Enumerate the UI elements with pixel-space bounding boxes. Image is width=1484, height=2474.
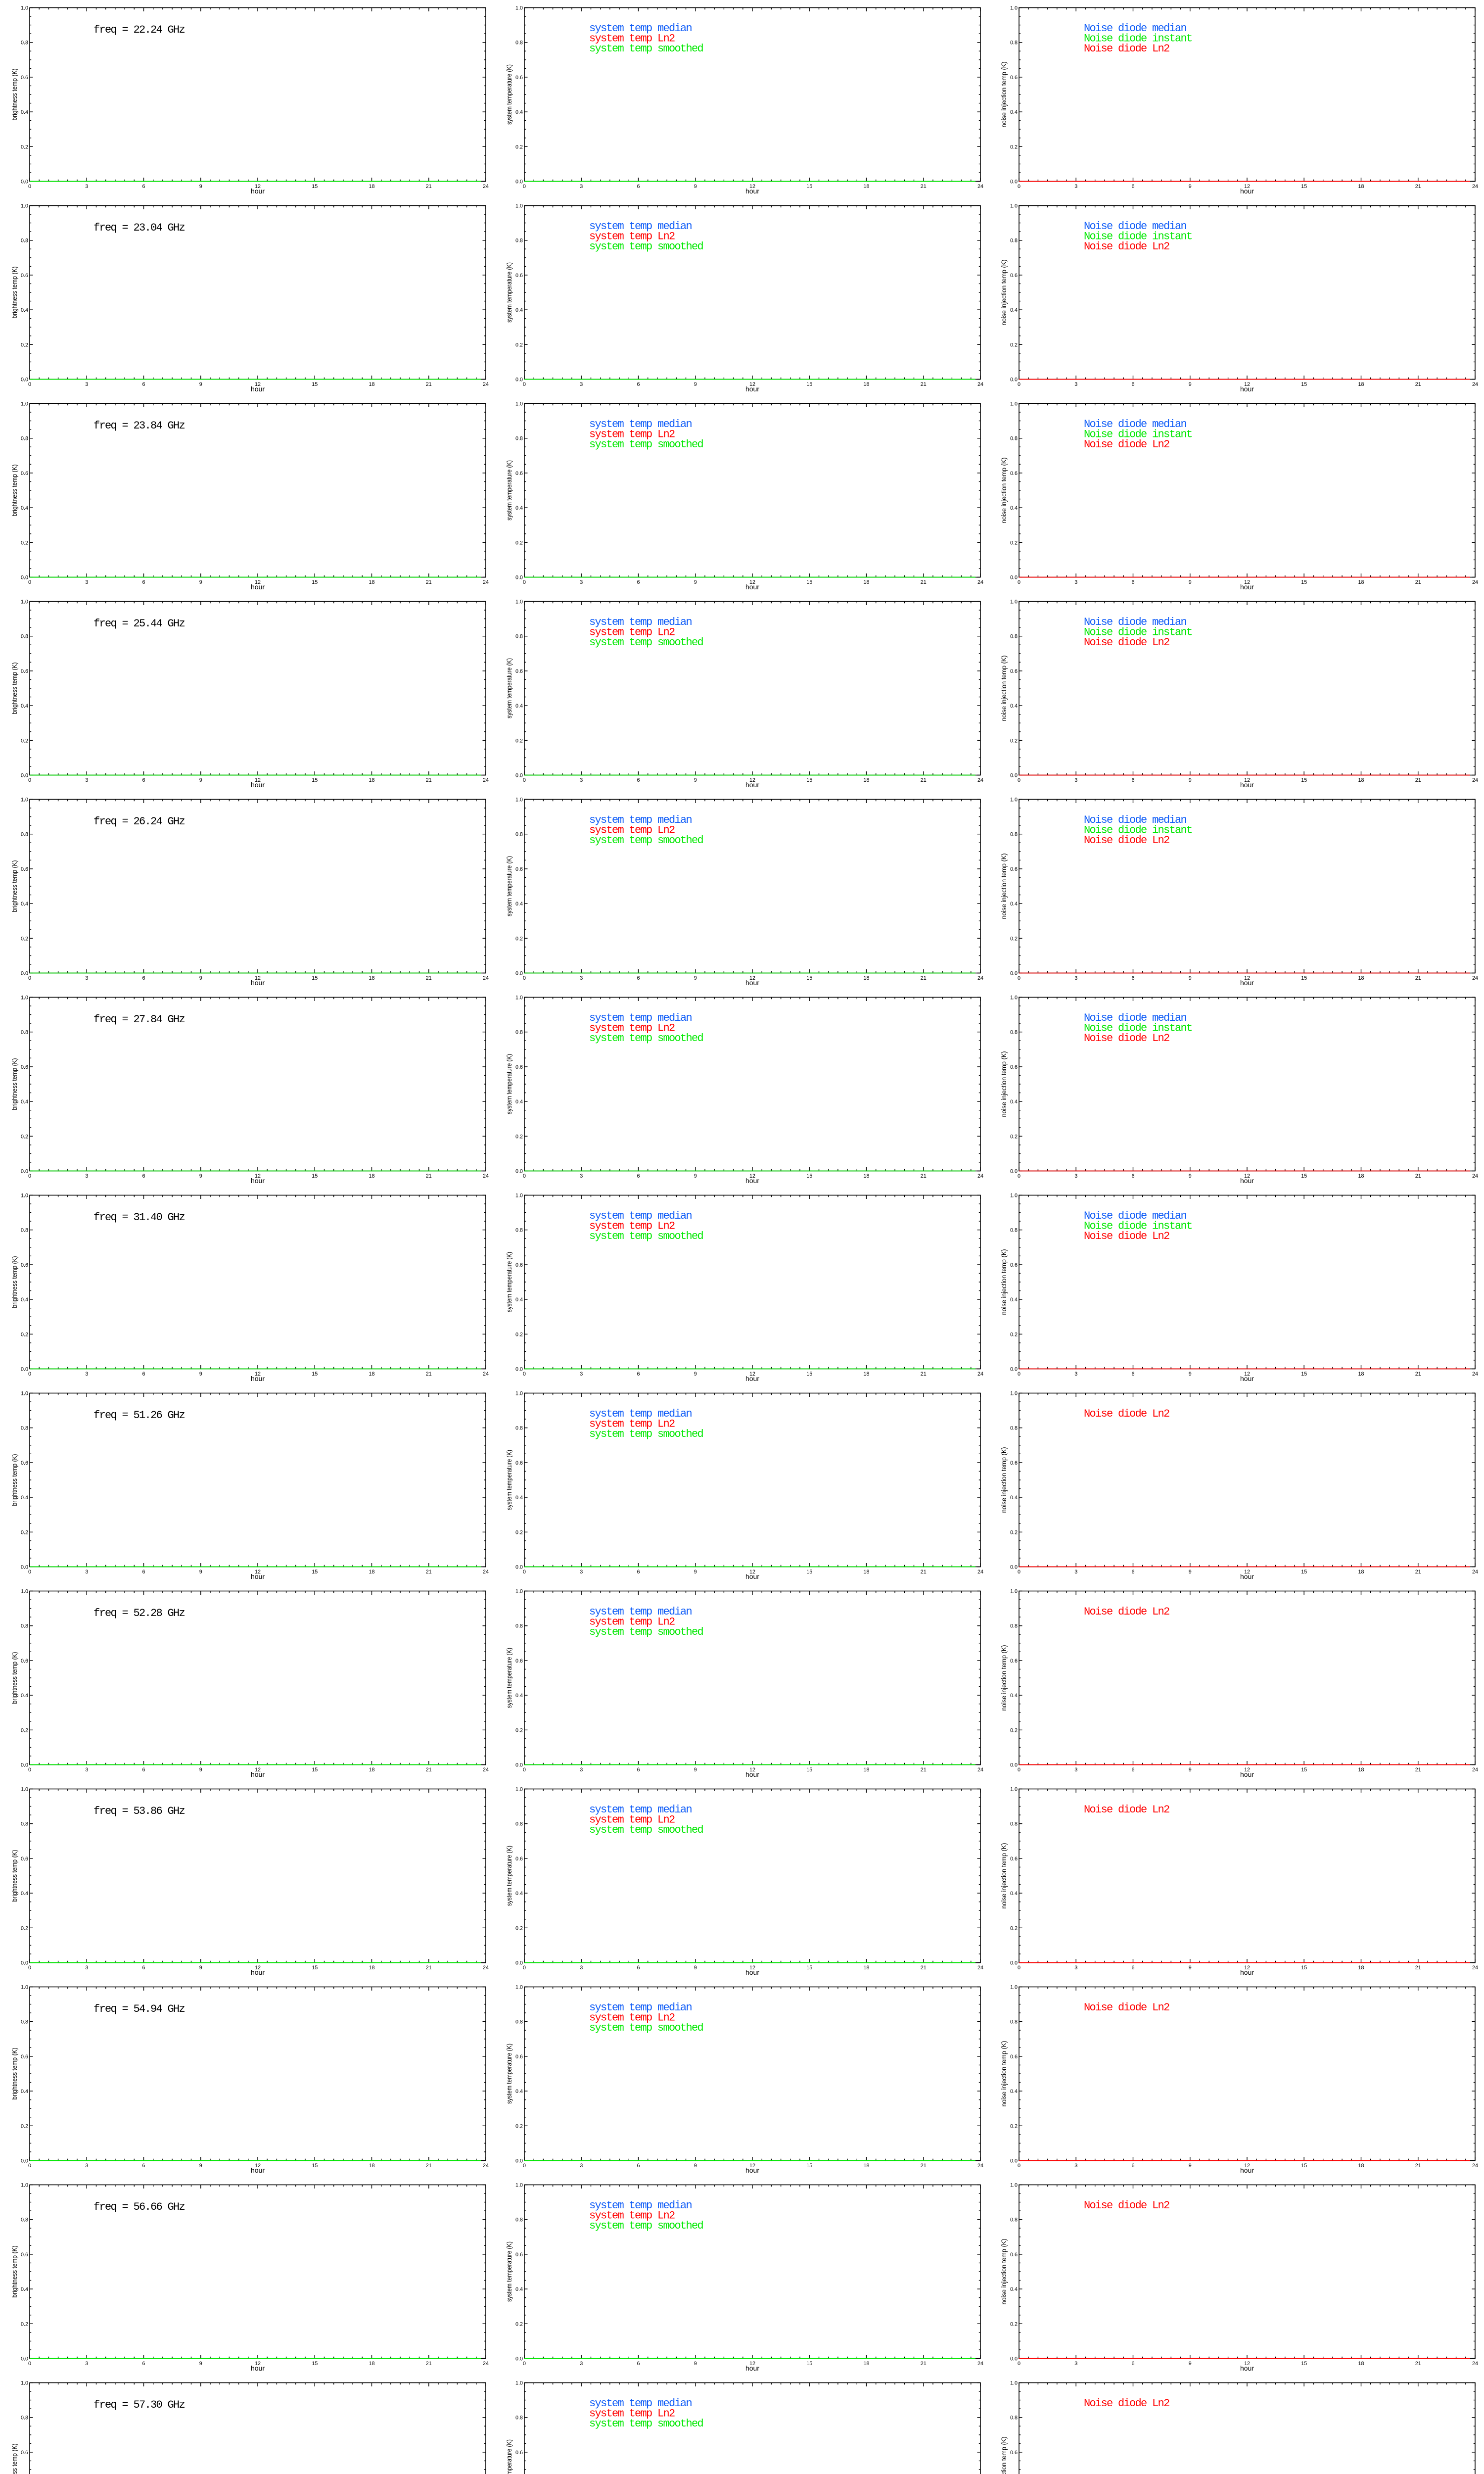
svg-text:freq = 52.28 GHz: freq = 52.28 GHz (93, 1607, 185, 1619)
svg-text:freq = 25.44 GHz: freq = 25.44 GHz (93, 618, 185, 630)
svg-text:freq = 23.04 GHz: freq = 23.04 GHz (93, 222, 185, 234)
svg-text:freq = 53.86 GHz: freq = 53.86 GHz (93, 1805, 185, 1817)
svg-text:freq = 26.24 GHz: freq = 26.24 GHz (93, 815, 185, 828)
svg-text:freq = 22.24 GHz: freq = 22.24 GHz (93, 24, 185, 36)
svg-text:freq = 23.84 GHz: freq = 23.84 GHz (93, 420, 185, 432)
svg-text:freq = 27.84 GHz: freq = 27.84 GHz (93, 1013, 185, 1026)
svg-text:freq = 31.40 GHz: freq = 31.40 GHz (93, 1211, 185, 1224)
svg-text:freq = 54.94 GHz: freq = 54.94 GHz (93, 2003, 185, 2015)
svg-text:freq = 51.26 GHz: freq = 51.26 GHz (93, 1409, 185, 1422)
svg-text:freq = 56.66 GHz: freq = 56.66 GHz (93, 2201, 185, 2213)
svg-text:freq = 57.30 GHz: freq = 57.30 GHz (93, 2399, 185, 2411)
